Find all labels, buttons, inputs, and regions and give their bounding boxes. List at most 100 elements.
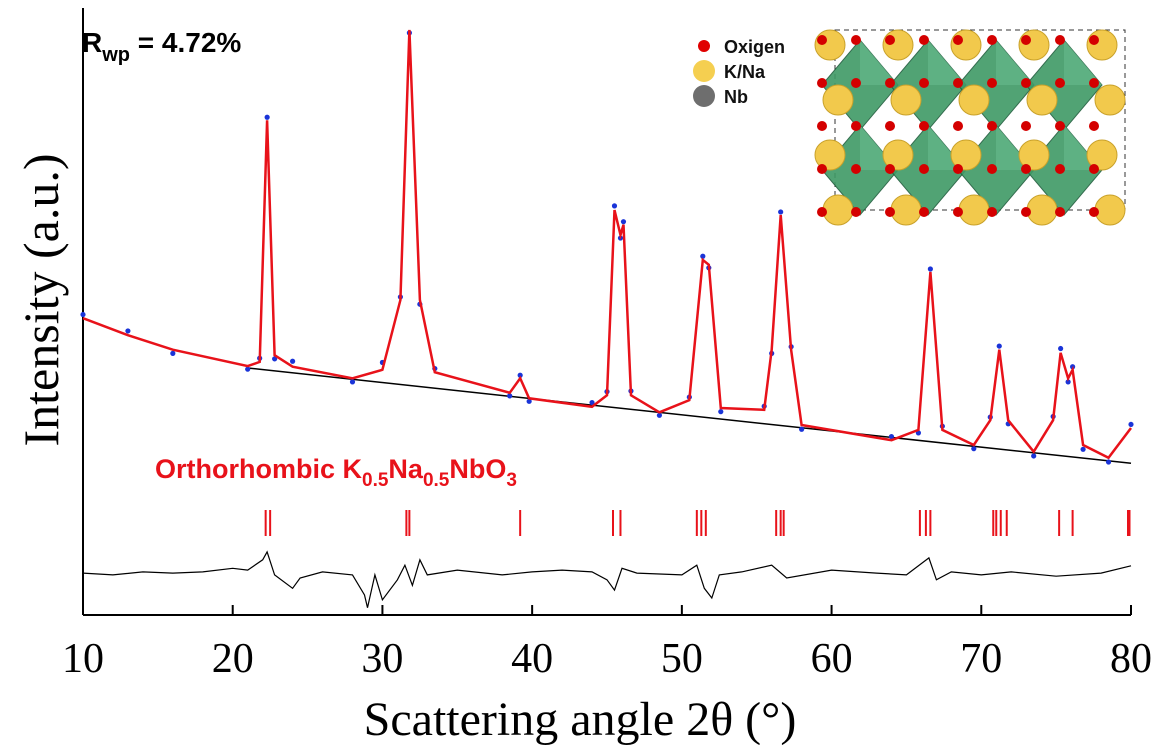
atom (1021, 164, 1031, 174)
atom (1026, 194, 1058, 226)
observed-point (718, 409, 724, 415)
atom (1089, 35, 1099, 45)
atom (987, 207, 997, 217)
atom (817, 35, 827, 45)
x-tick-label: 70 (960, 636, 1002, 682)
atom (885, 35, 895, 45)
atom (1018, 29, 1050, 61)
atom (814, 29, 846, 61)
atom (851, 78, 861, 88)
atom (851, 164, 861, 174)
atom (1089, 78, 1099, 88)
atom (885, 164, 895, 174)
y-axis-label: Intensity (a.u.) (13, 154, 69, 447)
atom (885, 78, 895, 88)
observed-point (507, 393, 513, 399)
atom (1055, 164, 1065, 174)
observed-point (1058, 345, 1064, 352)
observed-point (700, 253, 706, 259)
observed-point (927, 266, 933, 272)
atom (987, 164, 997, 174)
x-tick-label: 40 (511, 636, 553, 682)
atom (958, 84, 990, 116)
octahedron-face (928, 40, 966, 85)
atom (953, 207, 963, 217)
atom (817, 121, 827, 131)
phase-subscript: 0.5 (362, 470, 389, 491)
observed-point (778, 209, 784, 215)
atom (882, 29, 914, 61)
atom (1055, 78, 1065, 88)
atom (919, 207, 929, 217)
observed-point (245, 366, 251, 372)
observed-point (996, 343, 1002, 349)
atom (822, 84, 854, 116)
atom (1094, 194, 1126, 226)
observed-point (1105, 459, 1112, 465)
atom (1086, 29, 1118, 61)
octahedron-face (860, 40, 898, 85)
x-tick-label: 80 (1110, 636, 1152, 682)
observed-point (170, 350, 176, 356)
observed-point (1070, 364, 1076, 370)
octahedron-face (996, 40, 1034, 85)
atom (851, 121, 861, 131)
observed-point (526, 398, 532, 404)
atom (851, 35, 861, 45)
atom (950, 139, 982, 171)
annotation-text: R (82, 27, 102, 58)
atom (987, 35, 997, 45)
observed-point (1080, 446, 1086, 452)
atom (1021, 207, 1031, 217)
observed-point (349, 379, 356, 385)
x-tick-label: 50 (661, 636, 703, 682)
atom (919, 121, 929, 131)
atom (1021, 35, 1031, 45)
x-tick-label: 60 (811, 636, 853, 682)
observed-point (1065, 379, 1071, 385)
atom (1018, 139, 1050, 171)
legend-label: Nb (724, 87, 748, 107)
observed-point (656, 412, 663, 418)
atom (817, 207, 827, 217)
observed-point (589, 399, 595, 406)
phase-text: NbO (449, 454, 506, 484)
observed-point (264, 114, 270, 120)
difference-line (82, 550, 1132, 608)
observed-point (80, 311, 86, 318)
atom (987, 78, 997, 88)
x-axis-label: Scattering angle 2θ (°) (364, 693, 797, 746)
legend-label: K/Na (724, 62, 766, 82)
observed-point (971, 446, 977, 452)
atom (1089, 164, 1099, 174)
phase-subscript: 0.5 (423, 470, 450, 491)
atom (953, 78, 963, 88)
atom (987, 121, 997, 131)
crystal-structure-image (814, 29, 1126, 226)
legend-marker (698, 40, 710, 52)
atom (890, 84, 922, 116)
legend-marker (693, 85, 715, 107)
observed-point (799, 426, 805, 432)
calculated-line (82, 29, 1132, 460)
atom (1021, 121, 1031, 131)
atom (1086, 139, 1118, 171)
octahedron-face (1064, 40, 1102, 85)
atom (1055, 207, 1065, 217)
atom (851, 207, 861, 217)
atom (953, 121, 963, 131)
observed-point (1031, 453, 1037, 459)
atom (953, 35, 963, 45)
rwp-annotation: Rwp = 4.72% (82, 27, 241, 66)
observed-point (1128, 421, 1134, 428)
atom (890, 194, 922, 226)
atom (950, 29, 982, 61)
observed-point (125, 328, 131, 334)
annotation-text: = 4.72% (130, 27, 241, 58)
phase-subscript: 3 (506, 470, 517, 491)
observed-point (517, 372, 523, 378)
x-tick-label: 30 (361, 636, 403, 682)
atom (822, 194, 854, 226)
observed-point (290, 358, 296, 364)
atom (1089, 207, 1099, 217)
